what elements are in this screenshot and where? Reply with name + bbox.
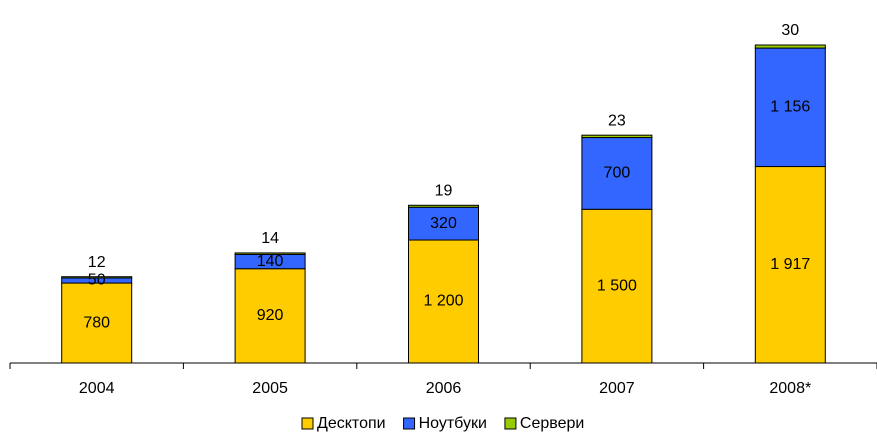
legend-swatch xyxy=(301,417,314,430)
bar-segment xyxy=(234,268,306,364)
data-label: 920 xyxy=(257,307,284,324)
data-label: 320 xyxy=(430,215,457,232)
legend-swatch xyxy=(403,417,416,430)
bar-segment xyxy=(581,208,653,364)
x-tick-label: 2004 xyxy=(79,380,115,397)
data-label: 1 200 xyxy=(423,293,463,310)
x-tick-label: 2006 xyxy=(426,380,462,397)
legend-label: Десктопи xyxy=(317,415,386,432)
bar-segment xyxy=(61,276,133,279)
legend-label: Ноутбуки xyxy=(419,415,487,432)
data-label: 140 xyxy=(257,253,284,270)
data-label: 14 xyxy=(261,230,279,247)
legend-swatch xyxy=(504,417,517,430)
bar-segment xyxy=(408,239,479,364)
data-label: 1 500 xyxy=(597,277,637,294)
bar-segment xyxy=(234,252,306,255)
data-label: 780 xyxy=(83,314,110,331)
data-label: 1 156 xyxy=(770,99,810,116)
data-label: 1 917 xyxy=(770,256,810,273)
bar-segment xyxy=(581,134,653,139)
x-tick-label: 2005 xyxy=(252,380,288,397)
data-label: 30 xyxy=(781,22,799,39)
bar-segment xyxy=(581,137,653,210)
bar-segment xyxy=(61,282,133,364)
data-label: 700 xyxy=(604,165,631,182)
legend-label: Сервери xyxy=(520,415,584,432)
data-label: 23 xyxy=(608,112,626,129)
bar-segment xyxy=(754,44,826,49)
data-label: 19 xyxy=(435,182,453,199)
data-label: 50 xyxy=(88,272,106,289)
bar-segment xyxy=(408,204,479,208)
x-tick-label: 2007 xyxy=(599,380,635,397)
x-tick-label: 2008* xyxy=(769,380,811,397)
bar-segment xyxy=(408,206,479,241)
bar-segment xyxy=(754,166,826,364)
data-label: 12 xyxy=(88,254,106,271)
